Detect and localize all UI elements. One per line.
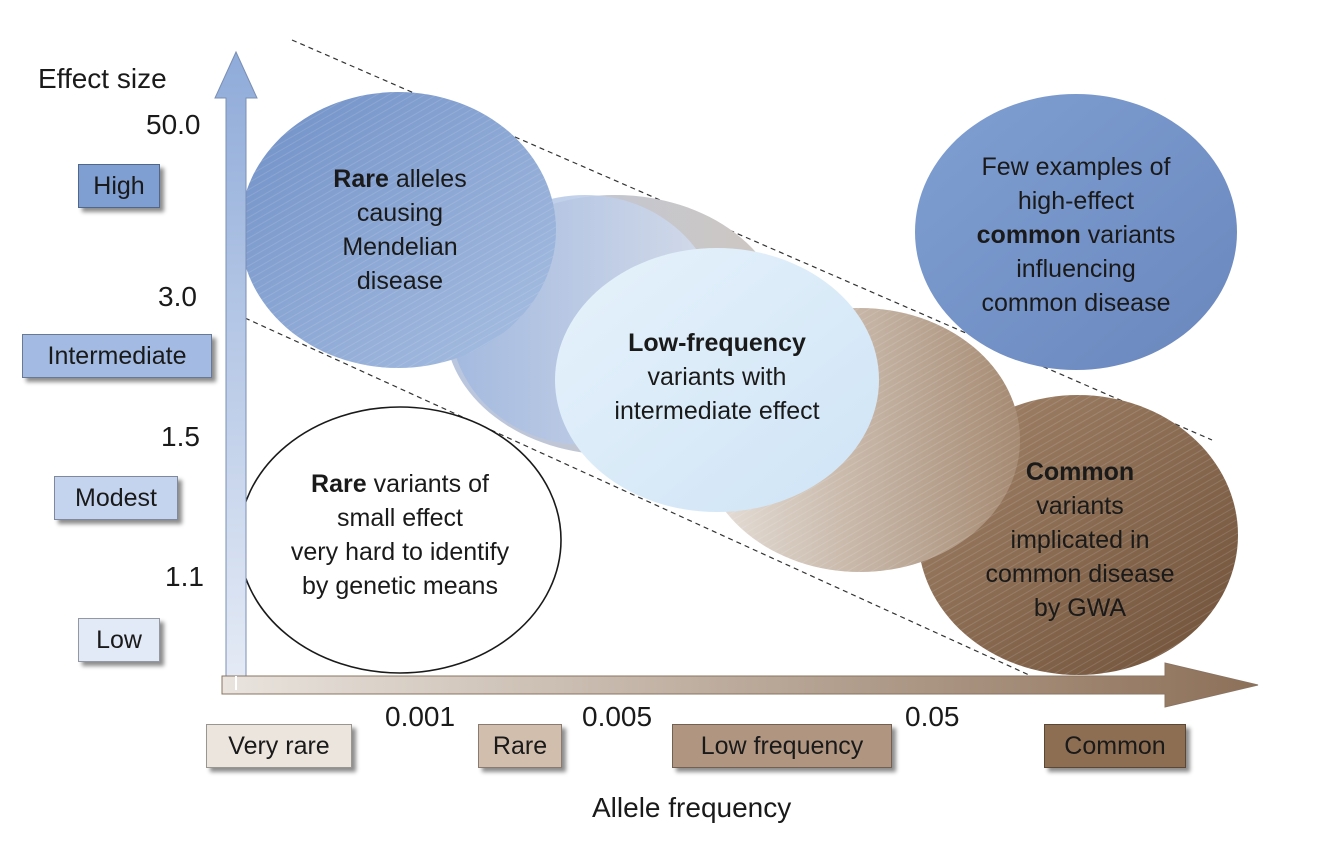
x-category-very-rare: Very rare: [206, 724, 352, 768]
x-axis-title: Allele frequency: [592, 792, 792, 823]
y-category-intermediate: Intermediate: [22, 334, 212, 378]
x-category-common: Common: [1044, 724, 1186, 768]
high-effect-line4: influencing: [1016, 255, 1136, 283]
y-tick-3: 3.0: [158, 281, 197, 312]
x-tick-0-001: 0.001: [385, 701, 456, 732]
rare-small-line1: variants of: [366, 470, 489, 498]
x-tick-0-005: 0.005: [582, 701, 653, 732]
y-axis-arrow: [214, 50, 258, 691]
rare-mendelian-line4: disease: [356, 267, 444, 295]
y-tick-1-5: 1.5: [161, 421, 200, 452]
low-frequency-text: Low-frequency variants with intermediate…: [577, 318, 857, 436]
common-gwa-text: Common variants implicated in common dis…: [950, 450, 1210, 630]
rare-small-line4: by genetic means: [302, 572, 498, 600]
y-axis-title: Effect size: [38, 63, 167, 94]
high-effect-line2: high-effect: [1017, 187, 1135, 215]
rare-mendelian-line1: alleles: [388, 165, 467, 193]
y-category-low: Low: [78, 618, 160, 662]
high-effect-common-text: Few examples of high-effect common varia…: [945, 140, 1207, 330]
low-frequency-bubble-shape: [555, 248, 879, 512]
rare-mendelian-bold: Rare: [333, 165, 389, 193]
rare-small-line2: small effect: [337, 504, 463, 532]
rare-mendelian-line2: causing: [356, 199, 444, 227]
rare-small-bold: Rare: [311, 470, 367, 498]
rare-mendelian-line3: Mendelian: [342, 233, 458, 261]
high-effect-common-bubble-shape: [915, 94, 1237, 370]
x-category-low-frequency: Low frequency: [672, 724, 892, 768]
lower-dashed-line: [244, 317, 1041, 681]
low-frequency-bold: Low-frequency: [628, 329, 806, 357]
high-effect-line5: common disease: [981, 289, 1171, 317]
rare-small-line3: very hard to identify: [290, 538, 510, 566]
x-category-rare: Rare: [478, 724, 562, 768]
low-frequency-line3: intermediate effect: [614, 397, 820, 425]
y-category-modest: Modest: [54, 476, 178, 520]
x-tick-0-05: 0.05: [905, 701, 960, 732]
common-gwa-line5: by GWA: [1033, 594, 1127, 622]
y-category-high: High: [78, 164, 160, 208]
rare-mendelian-text: Rare alleles causing Mendelian disease: [270, 150, 530, 310]
high-effect-line3: variants: [1080, 221, 1176, 249]
common-gwa-line4: common disease: [985, 560, 1175, 588]
x-axis-arrow: [221, 662, 1259, 708]
common-gwa-line2: variants: [1036, 492, 1124, 520]
y-tick-1-1: 1.1: [165, 561, 204, 592]
high-effect-line1: Few examples of: [981, 153, 1171, 181]
rare-small-effect-text: Rare variants of small effect very hard …: [262, 460, 538, 610]
y-tick-50: 50.0: [146, 109, 201, 140]
common-gwa-bold: Common: [1025, 458, 1135, 486]
low-frequency-line2: variants with: [647, 363, 787, 391]
high-effect-bold: common: [976, 221, 1081, 249]
common-gwa-line3: implicated in: [1010, 526, 1150, 554]
